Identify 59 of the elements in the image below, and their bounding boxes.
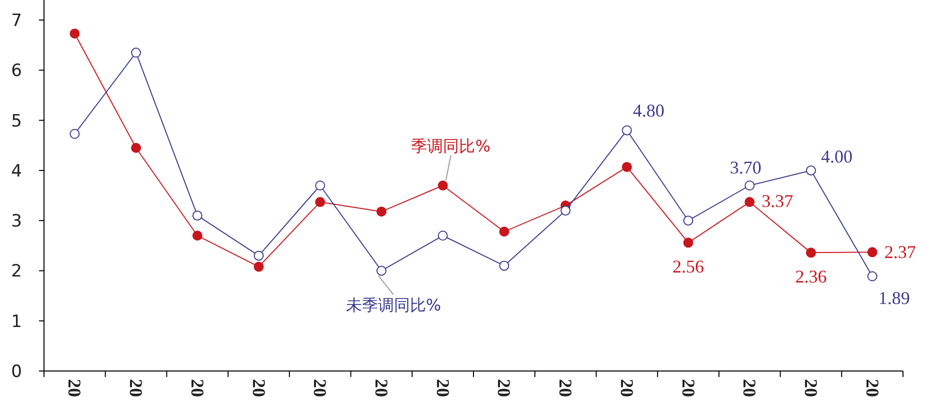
point xyxy=(254,262,264,272)
y-tick-label: 0 xyxy=(11,362,22,382)
data-label: 2.37 xyxy=(884,242,916,262)
point xyxy=(806,165,816,176)
point xyxy=(867,247,878,258)
point xyxy=(806,248,816,258)
text: 季调同比% xyxy=(411,136,490,156)
point xyxy=(315,180,326,190)
y-tick-label: 7 xyxy=(11,11,22,32)
point xyxy=(376,206,386,217)
x-tick-label: 20 xyxy=(64,379,85,397)
y-tick-label: 4 xyxy=(11,161,22,182)
point xyxy=(131,48,142,58)
x-tick-label: 20 xyxy=(616,379,637,397)
point xyxy=(683,216,694,226)
point xyxy=(70,28,80,39)
data-label: 2.36 xyxy=(795,266,827,287)
x-tick-label: 20 xyxy=(248,379,269,397)
x-tick-label: 20 xyxy=(187,379,208,397)
x-tick-label: 20 xyxy=(494,379,514,397)
point xyxy=(560,206,571,216)
x-tick-label: 20 xyxy=(862,379,882,397)
data-label: 2.56 xyxy=(672,256,704,277)
x-tick-label: 20 xyxy=(800,379,821,397)
y-tick-label: 2 xyxy=(11,262,22,282)
point xyxy=(192,230,202,241)
y-tick-label: 3 xyxy=(11,212,22,232)
point xyxy=(438,230,448,241)
data-label: 1.89 xyxy=(878,288,910,308)
point xyxy=(70,128,80,139)
x-tick-label: 20 xyxy=(740,379,760,397)
point xyxy=(744,197,755,208)
point xyxy=(438,180,448,190)
y-tick-label: 5 xyxy=(11,111,22,132)
point xyxy=(683,238,694,248)
y-tick-label: 1 xyxy=(11,312,22,332)
point xyxy=(254,250,264,261)
point xyxy=(192,210,202,221)
x-tick-label: 20 xyxy=(678,379,698,397)
point xyxy=(744,180,755,190)
point xyxy=(867,271,878,282)
y-tick-label: 6 xyxy=(11,61,22,82)
data-label: 4.80 xyxy=(632,100,664,120)
text: 未季调同比% xyxy=(346,296,442,315)
data-label: 3.70 xyxy=(730,158,762,178)
x-tick-label: 20 xyxy=(556,379,576,397)
point xyxy=(622,125,632,136)
point xyxy=(131,142,142,153)
data-label: 3.37 xyxy=(762,191,794,212)
x-tick-label: 20 xyxy=(432,379,453,397)
x-tick-label: 20 xyxy=(310,379,330,397)
point xyxy=(315,197,326,208)
x-tick-label: 20 xyxy=(371,379,392,397)
point xyxy=(622,162,632,172)
point xyxy=(376,266,386,276)
point xyxy=(499,226,510,237)
point xyxy=(499,260,510,271)
data-label: 4.00 xyxy=(820,146,852,166)
x-tick-label: 20 xyxy=(126,379,146,397)
